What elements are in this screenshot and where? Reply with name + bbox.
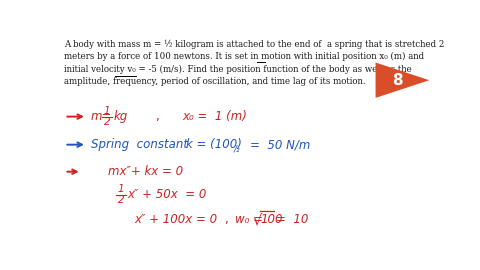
- Text: m=: m=: [91, 110, 112, 123]
- Text: mx″+ kx = 0: mx″+ kx = 0: [108, 165, 183, 178]
- Text: x″ + 100x = 0: x″ + 100x = 0: [134, 213, 217, 226]
- Text: =  10: = 10: [276, 213, 308, 226]
- Text: 1: 1: [118, 184, 124, 194]
- Text: √: √: [252, 212, 262, 227]
- Text: ,: ,: [224, 213, 228, 226]
- Text: w₀ =: w₀ =: [235, 213, 263, 226]
- Text: x₀ =  1 (m): x₀ = 1 (m): [183, 110, 248, 123]
- Text: Spring  constant: Spring constant: [91, 138, 188, 151]
- Text: 2: 2: [118, 195, 124, 205]
- Text: 100: 100: [261, 213, 283, 226]
- Text: kg: kg: [114, 110, 128, 123]
- Text: A body with mass m = ½ kilogram is attached to the end of  a spring that is stre: A body with mass m = ½ kilogram is attac…: [64, 40, 445, 86]
- Text: k = (100): k = (100): [186, 138, 241, 151]
- Text: ,: ,: [155, 110, 158, 123]
- Text: 2: 2: [104, 117, 110, 127]
- Text: 8: 8: [392, 73, 403, 88]
- Text: 1: 1: [104, 106, 110, 116]
- Text: x″ + 50x  = 0: x″ + 50x = 0: [128, 188, 207, 201]
- Polygon shape: [375, 63, 429, 98]
- Text: =  50 N/m: = 50 N/m: [250, 138, 310, 151]
- Text: /₂: /₂: [234, 145, 241, 154]
